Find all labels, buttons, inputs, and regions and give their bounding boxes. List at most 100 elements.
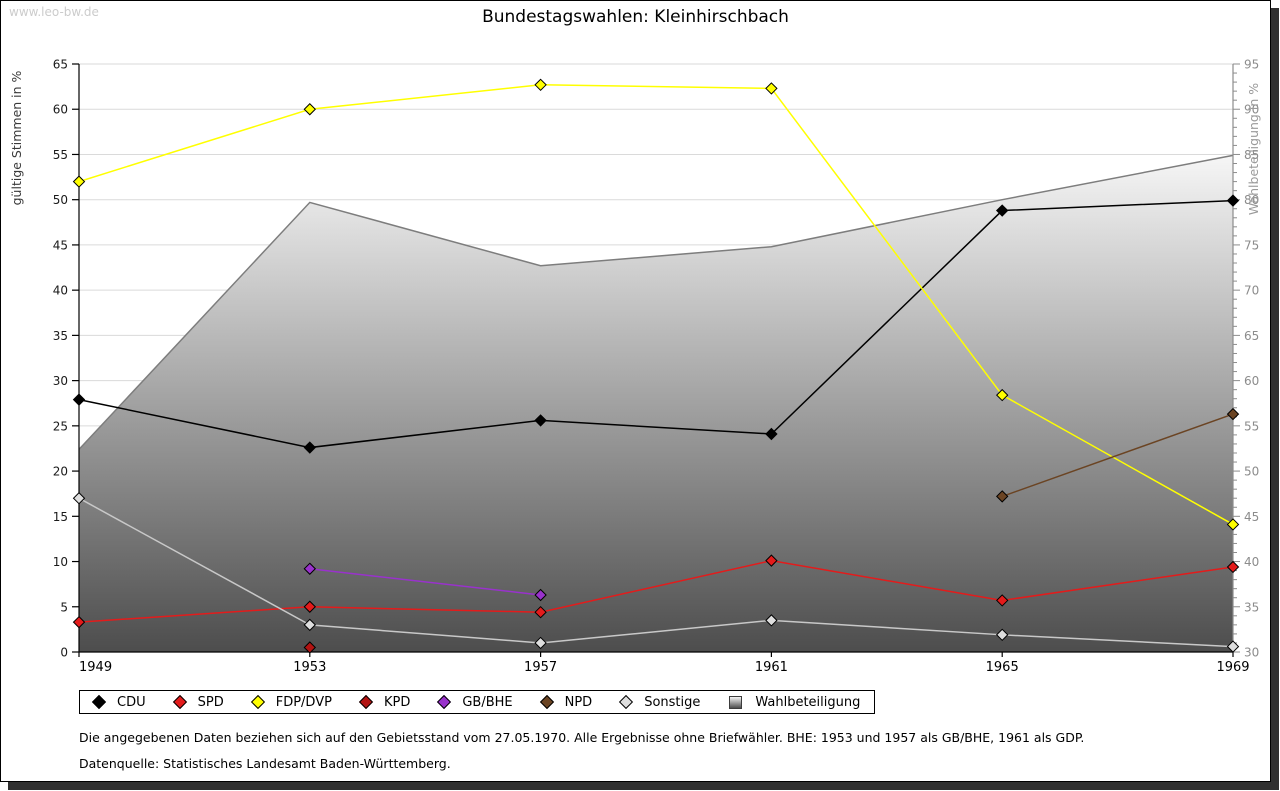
data-point-spd-1965 <box>995 594 1009 607</box>
footnote-datenquelle: Datenquelle: Statistisches Landesamt Bad… <box>79 756 451 771</box>
legend-item-gb-bhe: GB/BHE <box>437 694 513 710</box>
data-point-kpd-1953 <box>303 641 317 654</box>
svg-text:50: 50 <box>53 193 68 207</box>
data-point-sonstige-1949 <box>72 492 86 505</box>
legend-item-fdp-dvp: FDP/DVP <box>250 694 332 710</box>
svg-text:20: 20 <box>53 465 68 479</box>
axis-left: 0 5 10 15 20 25 30 35 40 45 50 55 60 65 gültige Stimme… <box>9 58 80 660</box>
svg-text:5: 5 <box>60 600 68 614</box>
data-point-spd-1949 <box>72 615 86 629</box>
legend-item-sonstige: Sonstige <box>619 694 701 710</box>
data-point-sonstige-1961 <box>765 614 778 627</box>
svg-text:30: 30 <box>53 374 68 388</box>
series-spd <box>72 554 1240 629</box>
svg-text:1965: 1965 <box>986 660 1019 675</box>
chart-legend: CDU SPD FDP/DVP KPD GB/BHE NPD Sonstige Wahlbet… <box>79 690 876 714</box>
svg-text:65: 65 <box>1244 329 1259 343</box>
svg-text:35: 35 <box>53 329 68 343</box>
svg-text:55: 55 <box>1244 419 1259 433</box>
data-point-cdu-1949 <box>72 393 86 406</box>
svg-text:85: 85 <box>1244 148 1259 162</box>
legend-item-wahlbeteiligung: Wahlbeteiligung <box>729 695 860 710</box>
legend-item-cdu: CDU <box>91 694 146 710</box>
legend-diamond-icon <box>539 694 554 710</box>
data-point-sonstige-1969 <box>1226 640 1240 653</box>
data-point-sonstige-1953 <box>303 618 317 632</box>
svg-text:50: 50 <box>1244 465 1259 479</box>
data-point-gb-bhe-1957 <box>534 588 547 602</box>
chart-plot: 0 5 10 15 20 25 30 35 40 45 50 55 60 65 gültige Stimme… <box>9 58 1261 676</box>
svg-text:70: 70 <box>1244 284 1259 298</box>
axis-bottom: 1949 1953 1957 1961 1965 1969 <box>78 651 1250 675</box>
right-axis-title: Wahlbeteiligung in % <box>1246 83 1261 215</box>
legend-label: SPD <box>197 694 224 710</box>
data-point-fdp-dvp-1969 <box>1226 518 1240 531</box>
left-axis-title: gültige Stimmen in % <box>9 70 24 205</box>
svg-text:60: 60 <box>1244 374 1259 388</box>
legend-label: Sonstige <box>644 694 701 710</box>
legend-square-icon <box>729 695 743 709</box>
svg-text:35: 35 <box>1244 600 1259 614</box>
svg-text:80: 80 <box>1244 193 1259 207</box>
svg-text:1961: 1961 <box>755 660 788 675</box>
data-point-fdp-dvp-1965 <box>995 388 1009 402</box>
svg-text:1957: 1957 <box>524 660 557 675</box>
series-cdu <box>72 194 1240 454</box>
footnote-gebietsstand: Die angegebenen Daten beziehen sich auf … <box>79 730 1085 745</box>
chart-title: Bundestagswahlen: Kleinhirschbach <box>482 7 789 27</box>
watermark: www.leo-bw.de <box>9 5 99 19</box>
data-point-fdp-dvp-1949 <box>72 175 86 188</box>
data-point-sonstige-1957 <box>534 636 547 650</box>
data-point-fdp-dvp-1961 <box>765 82 778 95</box>
svg-text:60: 60 <box>53 103 68 117</box>
legend-label: NPD <box>564 694 593 710</box>
data-point-spd-1957 <box>534 605 547 619</box>
data-point-cdu-1957 <box>534 414 547 427</box>
svg-text:95: 95 <box>1244 58 1259 72</box>
data-point-npd-1965 <box>995 490 1009 503</box>
svg-text:25: 25 <box>53 419 68 433</box>
data-point-cdu-1953 <box>303 441 317 454</box>
data-point-cdu-1969 <box>1226 194 1240 207</box>
data-point-fdp-dvp-1953 <box>303 103 317 116</box>
axis-right: 30 35 40 45 50 55 60 65 70 75 80 85 90 95 Wahlbeteilig… <box>1232 58 1261 660</box>
data-point-spd-1961 <box>765 554 778 567</box>
legend-label: CDU <box>117 694 146 710</box>
svg-text:15: 15 <box>53 510 68 524</box>
svg-text:75: 75 <box>1244 238 1259 252</box>
data-point-sonstige-1965 <box>995 628 1009 642</box>
series-fdp-dvp <box>72 78 1240 531</box>
legend-label: FDP/DVP <box>275 694 332 710</box>
data-point-cdu-1961 <box>765 427 778 441</box>
svg-text:10: 10 <box>53 555 68 569</box>
svg-text:0: 0 <box>60 646 68 660</box>
svg-text:45: 45 <box>1244 510 1259 524</box>
legend-label: KPD <box>383 694 411 710</box>
svg-text:1953: 1953 <box>293 660 326 675</box>
legend-label: GB/BHE <box>462 694 513 710</box>
legend-item-kpd: KPD <box>358 694 411 710</box>
data-point-cdu-1965 <box>995 204 1009 217</box>
legend-diamond-icon <box>437 694 452 710</box>
legend-diamond-icon <box>172 694 187 710</box>
svg-text:30: 30 <box>1244 646 1259 660</box>
legend-diamond-icon <box>358 694 374 710</box>
legend-label: Wahlbeteiligung <box>755 694 861 710</box>
legend-diamond-icon <box>619 694 634 710</box>
svg-text:40: 40 <box>1244 555 1259 569</box>
data-point-spd-1953 <box>303 600 317 613</box>
data-point-spd-1969 <box>1226 560 1240 574</box>
legend-item-spd: SPD <box>172 694 224 710</box>
series-sonstige <box>72 492 1240 653</box>
series-kpd <box>303 641 317 654</box>
legend-item-npd: NPD <box>539 694 593 710</box>
series-gb-bhe <box>303 562 547 602</box>
svg-text:45: 45 <box>53 238 68 252</box>
data-point-npd-1969 <box>1226 407 1240 421</box>
svg-text:1949: 1949 <box>79 660 112 675</box>
svg-text:40: 40 <box>53 284 68 298</box>
legend-diamond-icon <box>91 694 107 710</box>
series-npd <box>995 407 1240 503</box>
svg-text:55: 55 <box>53 148 68 162</box>
